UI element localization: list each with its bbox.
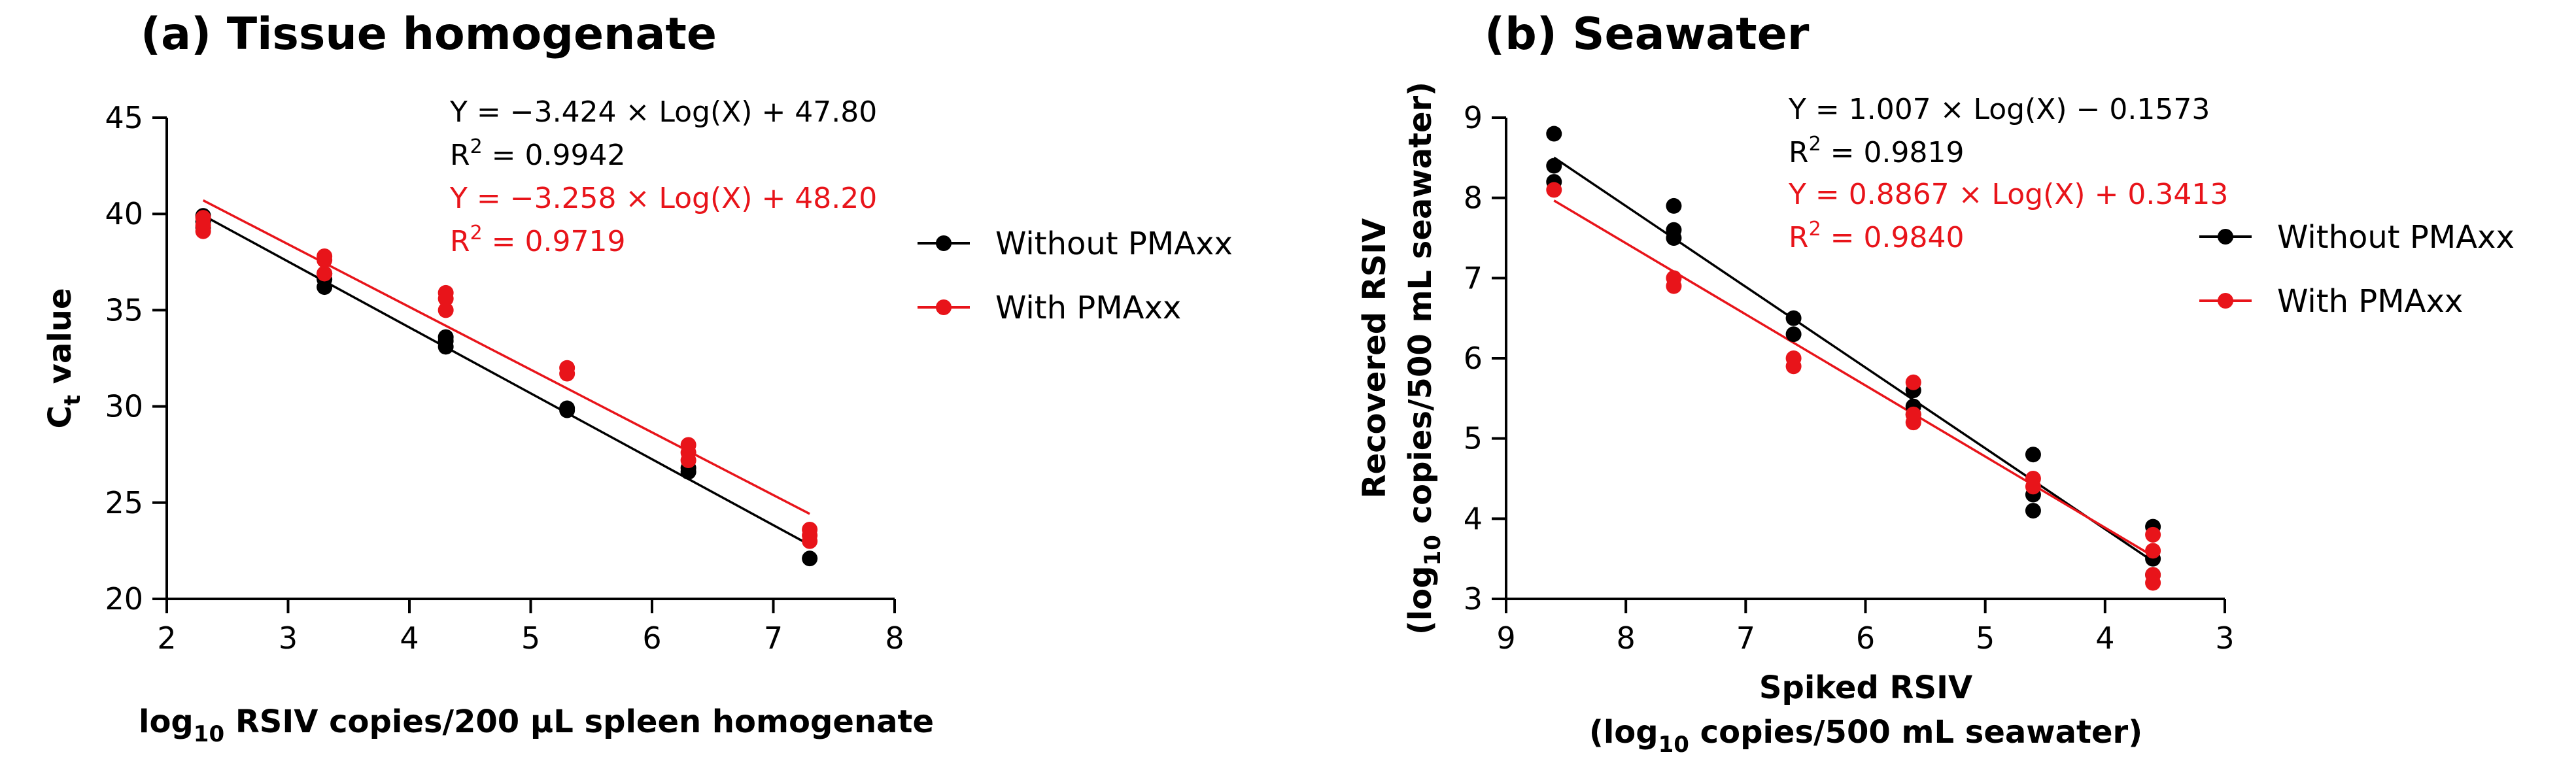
panel-b-point-with-pmaxx [1546, 182, 1562, 198]
panel-a-x-tick-label: 3 [279, 620, 298, 656]
panel-b-eq-without: Y = 1.007 × Log(X) − 0.1573 [1788, 93, 2210, 126]
panel-a-point-with-pmaxx [802, 533, 818, 549]
panel-a-x-tick-label: 2 [157, 620, 176, 656]
panel-b-ticks: 9 8 7 6 5 4 3 3 4 5 6 7 8 9 [1464, 100, 2235, 656]
panel-b-legend-marker-without [2218, 229, 2233, 245]
panel-a-legend: Without PMAxx With PMAxx [918, 226, 1233, 326]
panel-b-eq-with: Y = 0.8867 × Log(X) + 0.3413 [1788, 178, 2228, 211]
panel-b-x-title-line1: Spiked RSIV [1759, 670, 1972, 706]
panel-b-x-tick-label: 5 [1976, 620, 1995, 656]
panel-a-point-without-pmaxx [559, 402, 575, 418]
panel-b-x-title-line2: (log10 copies/500 mL seawater) [1589, 714, 2142, 758]
panel-a-y-tick-label: 20 [105, 581, 143, 617]
panel-a-legend-label-with: With PMAxx [995, 290, 1181, 326]
panel-b-y-tick-label: 5 [1464, 421, 1483, 456]
panel-a-r2-without: R2 = 0.9942 [450, 135, 625, 172]
panel-a-y-tick-label: 40 [105, 196, 143, 231]
panel-a-title: (a) Tissue homogenate [141, 8, 717, 60]
panel-b-title: (b) Seawater [1485, 8, 1810, 60]
panel-a-fit-line-without-pmaxx [202, 214, 810, 546]
panel-b: (b) Seawater 9 8 7 6 5 4 3 3 4 5 6 7 8 9 Y = 1.007 × … [1356, 8, 2515, 758]
panel-b-point-with-pmaxx [1666, 278, 1682, 294]
panel-a-y-title: Ct value [42, 288, 86, 428]
panel-b-x-tick-label: 4 [2095, 620, 2114, 656]
panel-a-x-title: log10 RSIV copies/200 μL spleen homogena… [139, 704, 934, 747]
panel-a-legend-marker-without [936, 235, 952, 251]
panel-a-point-with-pmaxx [438, 302, 454, 318]
panel-b-point-without-pmaxx [1666, 197, 1682, 214]
panel-a-point-without-pmaxx [317, 279, 333, 296]
panel-a-fit-line-with-pmaxx [202, 199, 810, 515]
panel-a-legend-marker-with [936, 299, 952, 315]
panel-b-point-without-pmaxx [1785, 326, 1802, 343]
panel-b-y-tick-label: 4 [1464, 501, 1483, 536]
panel-a-fit-lines [202, 199, 810, 546]
panel-b-r2-with: R2 = 0.9840 [1789, 218, 1964, 254]
panel-b-x-tick-label: 8 [1617, 620, 1636, 656]
panel-a-point-without-pmaxx [438, 339, 454, 355]
panel-b-y-title-line2: (log10 copies/500 mL seawater) [1402, 82, 1446, 635]
panel-a-x-tick-label: 8 [885, 620, 904, 656]
panel-a-point-with-pmaxx [317, 252, 333, 268]
panel-b-y-tick-label: 7 [1464, 260, 1483, 296]
panel-a-point-with-pmaxx [680, 452, 696, 469]
panel-a-y-tick-label: 35 [105, 292, 143, 328]
panel-a-point-without-pmaxx [802, 551, 818, 567]
panel-b-point-with-pmaxx [2145, 526, 2161, 543]
panel-b-y-tick-label: 9 [1464, 100, 1483, 135]
panel-b-legend-marker-with [2218, 293, 2233, 309]
panel-b-fit-line-without-pmaxx [1553, 156, 2154, 563]
panel-b-legend-label-with: With PMAxx [2277, 283, 2463, 320]
panel-a-point-with-pmaxx [195, 223, 211, 239]
panel-b-point-without-pmaxx [1546, 126, 1562, 142]
panel-b-point-without-pmaxx [2025, 503, 2041, 519]
panel-a-points [195, 208, 818, 567]
panel-b-point-with-pmaxx [2145, 543, 2161, 559]
panel-b-legend: Without PMAxx With PMAxx [2199, 219, 2515, 320]
panel-b-point-with-pmaxx [2145, 575, 2161, 591]
panel-a-y-tick-label: 25 [105, 485, 143, 520]
panel-b-y-tick-label: 6 [1464, 341, 1483, 376]
panel-a-equations: Y = −3.424 × Log(X) + 47.80 R2 = 0.9942 … [449, 95, 877, 258]
panel-b-x-tick-label: 7 [1736, 620, 1755, 656]
panel-b-y-tick-label: 8 [1464, 180, 1483, 216]
panel-b-fit-line-with-pmaxx [1553, 199, 2154, 558]
panel-a-eq-with: Y = −3.258 × Log(X) + 48.20 [449, 182, 877, 215]
panel-b-y-tick-label: 3 [1464, 581, 1483, 617]
panel-b-point-without-pmaxx [1785, 310, 1802, 326]
panel-b-equations: Y = 1.007 × Log(X) − 0.1573 R2 = 0.9819 … [1788, 93, 2228, 254]
panel-b-r2-without: R2 = 0.9819 [1789, 133, 1964, 169]
panel-b-point-with-pmaxx [1905, 415, 1921, 431]
panel-b-point-without-pmaxx [2025, 447, 2041, 463]
panel-a-point-with-pmaxx [559, 365, 575, 382]
panel-a-point-with-pmaxx [438, 290, 454, 307]
panel-b-point-with-pmaxx [1905, 374, 1921, 390]
panel-b-legend-label-without: Without PMAxx [2277, 219, 2515, 256]
panel-a-point-without-pmaxx [680, 464, 696, 480]
panel-a-x-tick-label: 5 [521, 620, 540, 656]
panel-a-x-tick-label: 7 [764, 620, 783, 656]
panel-a-point-with-pmaxx [317, 265, 333, 282]
panel-b-fit-lines [1553, 156, 2154, 563]
panel-a-r2-with: R2 = 0.9719 [450, 222, 625, 258]
panel-b-x-tick-label: 3 [2215, 620, 2234, 656]
panel-a-x-tick-label: 6 [642, 620, 661, 656]
panel-b-x-tick-label: 9 [1496, 620, 1515, 656]
panel-b-y-title-line1: Recovered RSIV [1356, 218, 1393, 499]
panel-a-eq-without: Y = −3.424 × Log(X) + 47.80 [449, 95, 877, 129]
panel-b-point-with-pmaxx [1785, 358, 1802, 375]
panel-a-y-tick-label: 30 [105, 389, 143, 424]
panel-b-x-tick-label: 6 [1856, 620, 1875, 656]
panel-a: (a) Tissue homogenate 2 3 4 5 6 7 820253035404… [42, 8, 1233, 747]
panel-a-x-tick-label: 4 [400, 620, 419, 656]
panel-a-y-tick-label: 45 [105, 100, 143, 135]
panel-b-point-without-pmaxx [1666, 230, 1682, 246]
panel-b-point-without-pmaxx [1546, 158, 1562, 174]
panel-a-legend-label-without: Without PMAxx [995, 226, 1233, 262]
panel-b-points [1546, 126, 2161, 591]
panel-b-point-with-pmaxx [2025, 479, 2041, 495]
